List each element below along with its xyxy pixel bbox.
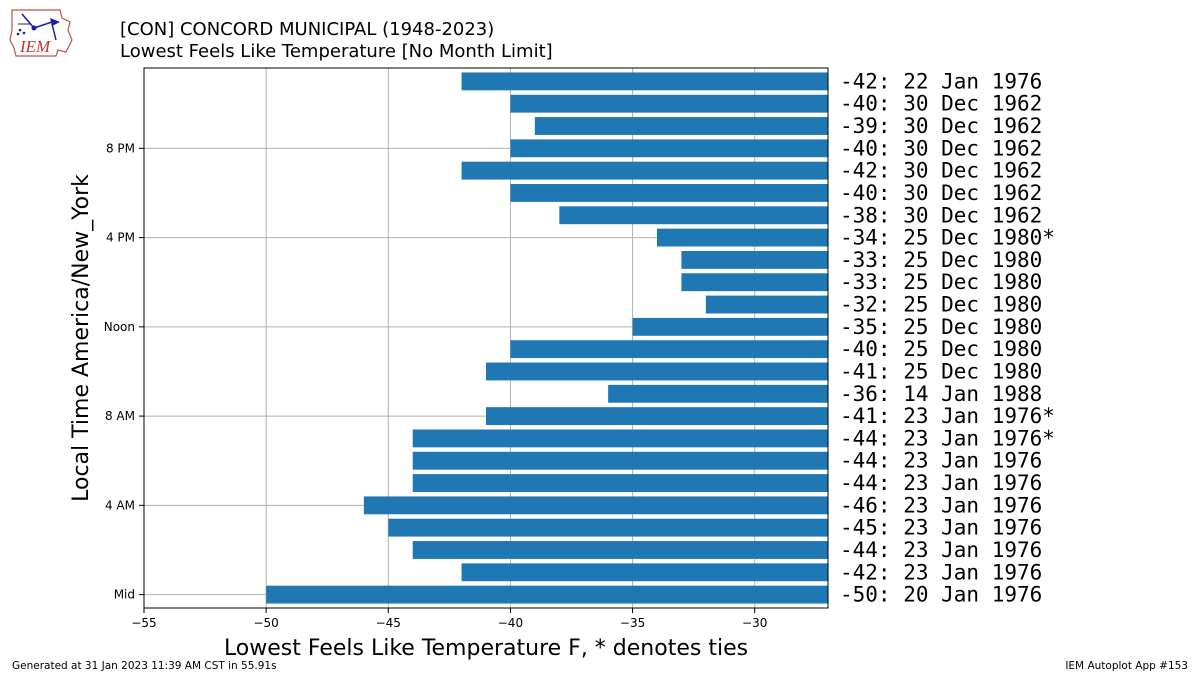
x-tick-label: −55	[131, 616, 156, 630]
bar	[510, 340, 828, 359]
bar	[510, 139, 828, 158]
bar-label: -40: 30 Dec 1962	[840, 136, 1042, 160]
y-axis-label: Local Time America/New_York	[69, 174, 94, 502]
bar-label: -36: 14 Jan 1988	[840, 382, 1042, 406]
y-tick-label: Mid	[114, 588, 135, 602]
x-tick-label: −35	[620, 616, 645, 630]
x-tick-label: −45	[376, 616, 401, 630]
bar	[363, 496, 828, 515]
chart-title: [CON] CONCORD MUNICIPAL (1948-2023)	[120, 19, 494, 40]
y-tick-label: 4 AM	[105, 498, 135, 512]
bar-label: -33: 25 Dec 1980	[840, 248, 1042, 272]
bar-label: -46: 23 Jan 1976	[840, 493, 1042, 517]
bar-label: -41: 25 Dec 1980	[840, 359, 1042, 383]
bar	[632, 317, 828, 336]
bar	[681, 273, 828, 292]
bar	[388, 518, 828, 537]
bars	[266, 72, 829, 604]
bar	[657, 228, 828, 247]
bar	[461, 161, 828, 180]
iem-logo: IEM	[9, 9, 73, 57]
x-tick-label: −50	[253, 616, 278, 630]
x-tick-label: −40	[498, 616, 523, 630]
bar-label: -34: 25 Dec 1980*	[840, 226, 1055, 250]
x-axis-ticks: −55 −50 −45 −40 −35 −30	[131, 608, 767, 630]
footer-generated: Generated at 31 Jan 2023 11:39 AM CST in…	[12, 660, 277, 672]
weather-station-icon	[16, 13, 60, 41]
bar-label: -50: 20 Jan 1976	[840, 583, 1042, 607]
bar-label: -35: 25 Dec 1980	[840, 315, 1042, 339]
bar-label: -44: 23 Jan 1976	[840, 449, 1042, 473]
bar	[486, 407, 828, 426]
bar	[510, 184, 828, 202]
bar	[461, 72, 828, 91]
bar-label: -40: 30 Dec 1962	[840, 181, 1042, 205]
bar	[681, 250, 828, 269]
bar-label: -40: 25 Dec 1980	[840, 337, 1042, 361]
bar-label: -41: 23 Jan 1976*	[840, 404, 1055, 428]
plot-area: −55 −50 −45 −40 −35 −30 Mid 4 AM 8 AM Noon 4 PM 8 …	[104, 67, 1055, 630]
bar	[412, 541, 828, 559]
bar-label: -42: 22 Jan 1976	[840, 69, 1042, 93]
plot-frame	[143, 67, 829, 609]
bar-label: -42: 23 Jan 1976	[840, 560, 1042, 584]
bar	[412, 429, 828, 448]
chart-subtitle: Lowest Feels Like Temperature [No Month …	[120, 41, 553, 62]
logo-text: IEM	[19, 37, 51, 56]
bar	[266, 585, 829, 604]
bar-label: -45: 23 Jan 1976	[840, 516, 1042, 540]
bar-label: -44: 23 Jan 1976*	[840, 426, 1055, 450]
bar-label: -44: 23 Jan 1976	[840, 538, 1042, 562]
bar	[412, 474, 828, 492]
y-tick-label: 8 AM	[105, 409, 135, 423]
y-axis-ticks: Mid 4 AM 8 AM Noon 4 PM 8 PM	[104, 141, 144, 602]
bar	[412, 451, 828, 470]
bar	[461, 563, 828, 582]
bar	[486, 362, 828, 381]
bar-labels: -50: 20 Jan 1976-42: 23 Jan 1976-44: 23 …	[840, 69, 1055, 606]
y-tick-label: 8 PM	[106, 141, 135, 155]
bar-label: -38: 30 Dec 1962	[840, 203, 1042, 227]
x-tick-label: −30	[742, 616, 767, 630]
bar-label: -44: 23 Jan 1976	[840, 471, 1042, 495]
bar	[534, 117, 828, 135]
bar	[705, 295, 828, 314]
y-tick-label: 4 PM	[106, 231, 135, 245]
y-tick-label: Noon	[104, 320, 135, 334]
bar-label: -42: 30 Dec 1962	[840, 159, 1042, 183]
bar	[510, 94, 828, 113]
bar	[608, 384, 828, 403]
x-axis-label: Lowest Feels Like Temperature F, * denot…	[224, 636, 748, 661]
bar-label: -40: 30 Dec 1962	[840, 92, 1042, 116]
bar-label: -33: 25 Dec 1980	[840, 270, 1042, 294]
bar-label: -32: 25 Dec 1980	[840, 293, 1042, 317]
footer-app: IEM Autoplot App #153	[1065, 660, 1188, 672]
bar-label: -39: 30 Dec 1962	[840, 114, 1042, 138]
bar	[559, 206, 828, 225]
